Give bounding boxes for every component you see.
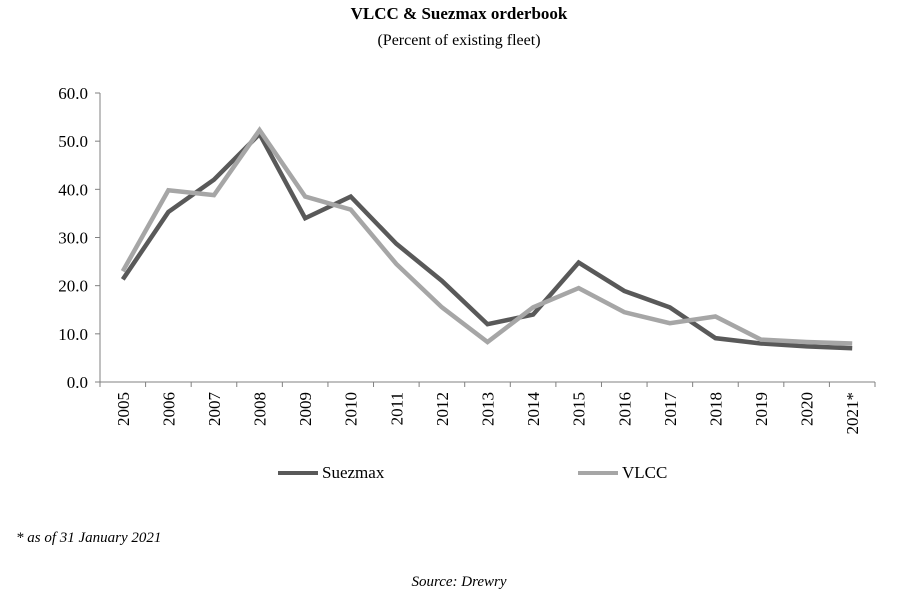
y-tick-label: 60.0	[58, 84, 88, 103]
legend-swatch-suezmax	[278, 471, 318, 475]
x-tick-label: 2016	[615, 392, 634, 426]
x-tick-label: 2009	[296, 392, 315, 426]
x-tick-label: 2018	[706, 392, 725, 426]
legend-swatch-vlcc	[578, 471, 618, 475]
x-tick-label: 2020	[798, 392, 817, 426]
y-tick-label: 10.0	[58, 325, 88, 344]
x-tick-label: 2011	[387, 392, 406, 425]
x-tick-label: 2007	[205, 392, 224, 427]
x-tick-label: 2012	[433, 392, 452, 426]
x-tick-label: 2010	[342, 392, 361, 426]
y-tick-label: 0.0	[67, 373, 88, 392]
x-tick-label: 2005	[114, 392, 133, 426]
x-tick-label: 2008	[251, 392, 270, 426]
chart-subtitle: (Percent of existing fleet)	[377, 32, 541, 49]
x-tick-label: 2019	[752, 392, 771, 426]
y-tick-label: 20.0	[58, 277, 88, 296]
x-tick-label: 2013	[479, 392, 498, 426]
series-line-vlcc	[120, 126, 853, 346]
x-tick-label: 2015	[570, 392, 589, 426]
x-tick-label: 2006	[159, 392, 178, 426]
source-note: Source: Drewry	[411, 574, 507, 590]
y-tick-label: 50.0	[58, 132, 88, 151]
y-tick-label: 30.0	[58, 229, 88, 248]
legend-label-vlcc: VLCC	[622, 463, 668, 482]
x-tick-label: 2021*	[843, 392, 862, 435]
x-tick-label: 2014	[524, 392, 543, 427]
y-tick-label: 40.0	[58, 180, 88, 199]
chart-title: VLCC & Suezmax orderbook	[350, 4, 568, 23]
x-tick-label: 2017	[661, 392, 680, 427]
footnote: * as of 31 January 2021	[16, 530, 162, 546]
legend-item-suezmax: Suezmax	[278, 463, 384, 483]
legend-label-suezmax: Suezmax	[322, 463, 385, 482]
legend-item-vlcc: VLCC	[578, 463, 667, 483]
